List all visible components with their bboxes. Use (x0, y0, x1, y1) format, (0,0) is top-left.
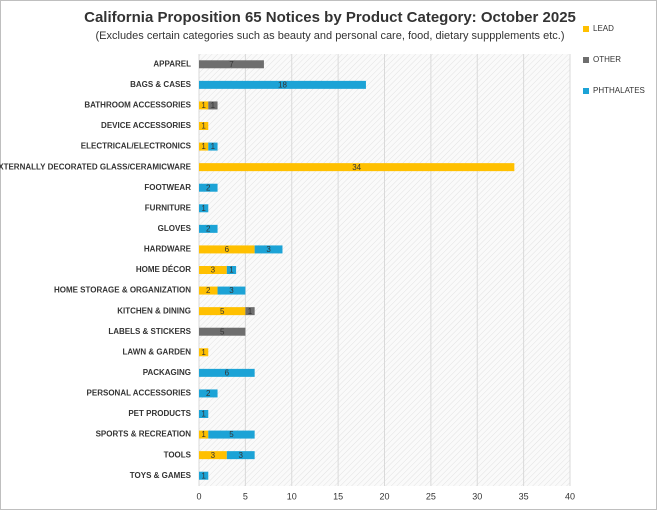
y-tick-label: EXTERNALLY DECORATED GLASS/CERAMICWARE (0, 162, 192, 171)
y-tick-label: HOME DÉCOR (136, 265, 191, 274)
y-tick-label: PACKAGING (143, 368, 191, 377)
bar-segment (199, 183, 218, 192)
x-tick-label: 35 (519, 491, 529, 501)
bar-segment (208, 101, 218, 110)
bar-segment (199, 451, 227, 460)
y-tick-label: LAWN & GARDEN (123, 347, 192, 356)
y-tick-label: SPORTS & RECREATION (96, 430, 192, 439)
data-label: 5 (220, 307, 225, 316)
bar-segment (199, 122, 209, 130)
bar-segment (199, 307, 246, 316)
x-tick-label: 5 (243, 491, 248, 501)
legend-label: OTHER (593, 55, 621, 64)
bar-segment (199, 266, 227, 274)
bar-segment (199, 348, 209, 357)
data-label: 1 (201, 348, 206, 357)
bar-segment (199, 142, 209, 151)
y-tick-label: GLOVES (158, 224, 192, 233)
bar-segment (199, 410, 209, 418)
x-tick-label: 30 (472, 491, 482, 501)
data-label: 2 (206, 183, 211, 192)
data-label: 3 (211, 266, 216, 275)
y-tick-label: HARDWARE (144, 245, 192, 254)
y-tick-label: DEVICE ACCESSORIES (101, 121, 192, 130)
legend-swatch (583, 26, 589, 32)
bar-segment (208, 430, 255, 439)
bar-segment (254, 245, 283, 254)
data-label: 2 (206, 389, 211, 398)
data-label: 5 (220, 327, 225, 336)
x-tick-label: 0 (196, 491, 201, 501)
bar-segment (199, 430, 209, 439)
y-tick-label: ELECTRICAL/ELECTRONICS (81, 142, 192, 151)
bar-segment (199, 101, 209, 110)
bar-segment (199, 389, 218, 398)
data-label: 3 (239, 451, 244, 460)
y-tick-label: PERSONAL ACCESSORIES (87, 389, 192, 398)
data-label: 34 (352, 163, 361, 172)
y-tick-label: TOOLS (164, 450, 192, 459)
bar-segment (199, 327, 246, 336)
y-tick-label: BAGS & CASES (130, 80, 192, 89)
data-label: 1 (211, 101, 216, 110)
bar-segment (217, 286, 246, 295)
legend-label: LEAD (593, 24, 614, 33)
data-label: 1 (201, 204, 206, 213)
legend-swatch (583, 88, 589, 94)
y-tick-label: LABELS & STICKERS (108, 327, 191, 336)
y-tick-label: HOME STORAGE & ORGANIZATION (54, 286, 191, 295)
y-tick-label: FURNITURE (145, 203, 192, 212)
bar-segment (199, 204, 209, 213)
y-tick-label: PET PRODUCTS (128, 409, 191, 418)
data-label: 6 (225, 368, 230, 377)
data-label: 1 (201, 142, 206, 151)
chart-subtitle: (Excludes certain categories such as bea… (96, 30, 565, 42)
bar-segment (199, 368, 255, 377)
y-tick-label: APPAREL (153, 59, 191, 68)
bar-segment (226, 451, 255, 460)
data-label: 1 (229, 266, 234, 275)
data-label: 1 (201, 471, 206, 480)
data-label: 3 (229, 286, 234, 295)
legend-label: PHTHALATES (593, 86, 645, 95)
data-label: 2 (206, 286, 211, 295)
bar-segment (199, 471, 209, 480)
data-label: 3 (266, 245, 271, 254)
data-label: 7 (229, 60, 234, 69)
data-label: 1 (201, 430, 206, 439)
data-label: 1 (248, 307, 253, 316)
y-tick-label: BATHROOM ACCESSORIES (84, 101, 191, 110)
bar-segment (245, 307, 255, 316)
data-label: 2 (206, 224, 211, 233)
y-tick-label: FOOTWEAR (144, 183, 191, 192)
x-tick-label: 40 (565, 491, 575, 501)
bar-segment (199, 80, 366, 89)
data-label: 3 (211, 451, 216, 460)
data-label: 1 (201, 410, 206, 419)
x-tick-label: 15 (333, 491, 343, 501)
chart-title: California Proposition 65 Notices by Pro… (84, 9, 576, 26)
bar-segment (199, 224, 218, 233)
bar-segment (226, 266, 237, 274)
data-label: 1 (211, 142, 216, 151)
bar-segment (208, 142, 218, 151)
y-tick-label: TOYS & GAMES (130, 471, 192, 480)
x-tick-label: 25 (426, 491, 436, 501)
x-tick-label: 20 (379, 491, 389, 501)
data-label: 1 (201, 122, 206, 131)
bar-segment (199, 245, 255, 254)
data-label: 1 (201, 101, 206, 110)
x-tick-label: 10 (287, 491, 297, 501)
y-tick-label: KITCHEN & DINING (117, 306, 191, 315)
bar-segment (199, 60, 264, 69)
data-label: 5 (229, 430, 234, 439)
data-label: 6 (225, 245, 230, 254)
bar-segment (199, 163, 515, 172)
bar-segment (199, 286, 218, 295)
legend-swatch (583, 57, 589, 63)
data-label: 18 (278, 80, 287, 89)
